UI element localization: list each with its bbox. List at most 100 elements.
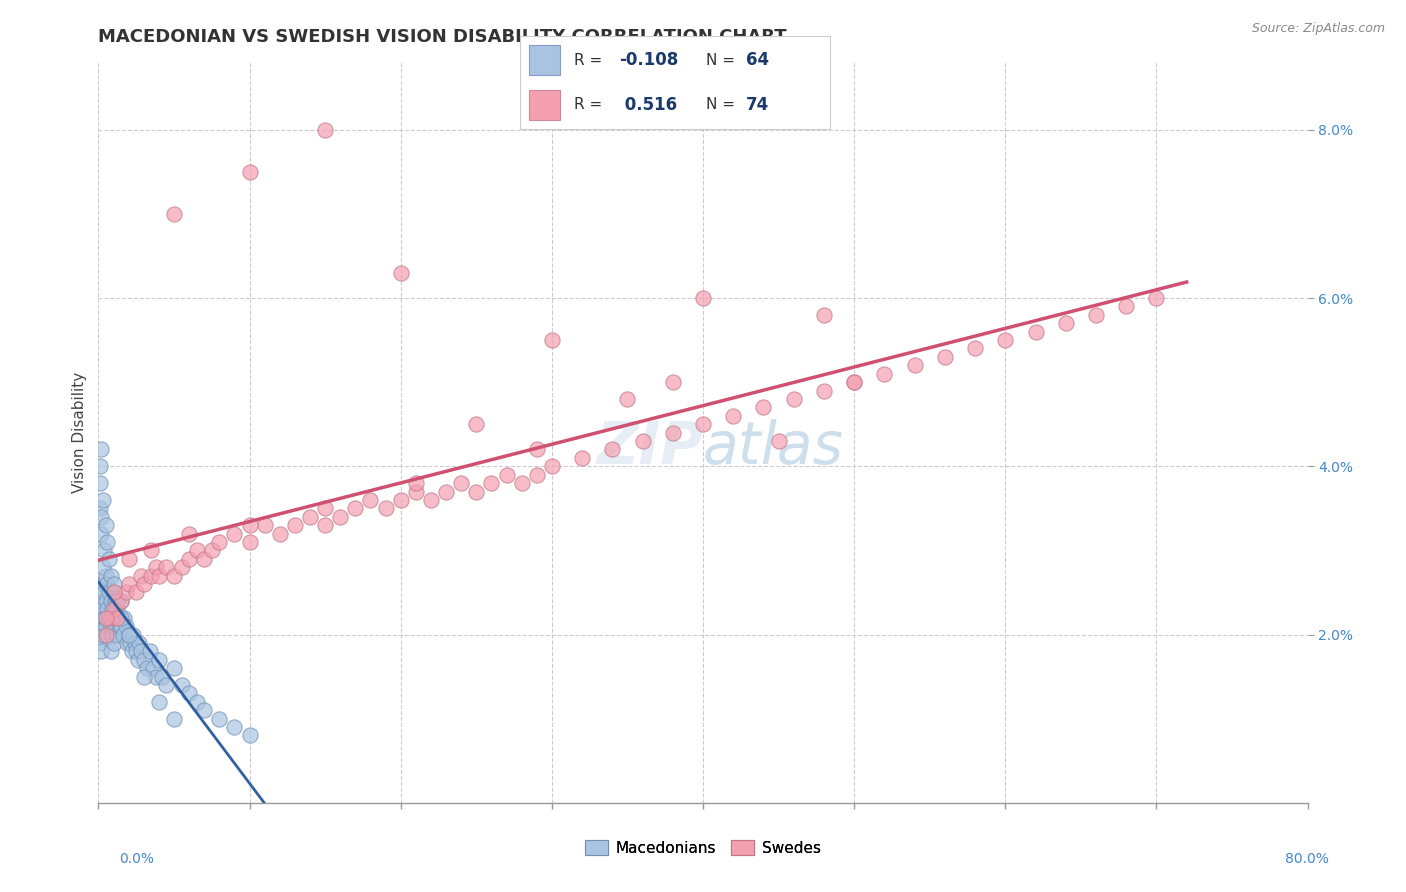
Point xyxy=(101,602,124,616)
Text: Source: ZipAtlas.com: Source: ZipAtlas.com xyxy=(1251,22,1385,36)
Point xyxy=(100,594,122,608)
Point xyxy=(145,670,167,684)
Point xyxy=(239,535,262,549)
Point xyxy=(170,678,193,692)
Point xyxy=(89,459,111,474)
Point xyxy=(128,636,150,650)
Point xyxy=(105,594,128,608)
Point xyxy=(495,467,517,482)
Point xyxy=(103,636,125,650)
Point xyxy=(692,417,714,432)
Point xyxy=(103,585,125,599)
Point xyxy=(142,661,165,675)
Point xyxy=(91,627,114,641)
Point xyxy=(90,509,112,524)
Point xyxy=(148,695,170,709)
Point xyxy=(616,392,638,406)
Point xyxy=(94,568,117,582)
Text: 0.516: 0.516 xyxy=(619,96,678,114)
Point xyxy=(389,266,412,280)
Point xyxy=(661,425,683,440)
Point xyxy=(89,585,111,599)
Point xyxy=(98,551,121,566)
Point xyxy=(110,619,132,633)
Point xyxy=(314,518,336,533)
Point xyxy=(100,568,122,582)
Point xyxy=(239,518,262,533)
Point xyxy=(163,568,186,582)
Point xyxy=(103,610,125,624)
Point xyxy=(118,627,141,641)
Point xyxy=(224,526,246,541)
Point xyxy=(163,207,186,221)
Point xyxy=(98,585,121,599)
Point xyxy=(114,619,136,633)
Text: 74: 74 xyxy=(747,96,769,114)
Text: ZIP: ZIP xyxy=(596,419,703,476)
Point xyxy=(94,627,117,641)
Point xyxy=(208,535,231,549)
Point xyxy=(96,602,118,616)
Point xyxy=(299,509,322,524)
Point xyxy=(98,610,121,624)
Point xyxy=(94,594,117,608)
Point xyxy=(374,501,396,516)
Point xyxy=(179,526,201,541)
Point xyxy=(118,577,141,591)
Text: atlas: atlas xyxy=(703,419,844,476)
Point xyxy=(103,585,125,599)
Point xyxy=(344,501,367,516)
Point xyxy=(91,560,114,574)
Point xyxy=(93,543,115,558)
Point xyxy=(108,619,131,633)
Point xyxy=(94,610,117,624)
Point xyxy=(110,594,132,608)
Point xyxy=(389,492,412,507)
Point xyxy=(186,695,208,709)
Point xyxy=(208,712,231,726)
Point xyxy=(813,308,835,322)
Point xyxy=(965,342,987,356)
Point xyxy=(100,610,122,624)
Point xyxy=(107,610,129,624)
Bar xyxy=(530,45,561,75)
Point xyxy=(148,653,170,667)
Text: MACEDONIAN VS SWEDISH VISION DISABILITY CORRELATION CHART: MACEDONIAN VS SWEDISH VISION DISABILITY … xyxy=(98,28,787,45)
Point xyxy=(540,459,562,474)
Point xyxy=(93,585,115,599)
Point xyxy=(481,476,503,491)
Point xyxy=(132,577,155,591)
Point xyxy=(145,560,167,574)
Point xyxy=(170,560,193,574)
Point xyxy=(155,678,177,692)
Point xyxy=(90,644,112,658)
Point xyxy=(90,619,112,633)
Point xyxy=(93,610,115,624)
Point xyxy=(526,442,548,457)
Point xyxy=(661,375,683,389)
Legend: Macedonians, Swedes: Macedonians, Swedes xyxy=(579,834,827,862)
Point xyxy=(118,627,141,641)
Point xyxy=(96,577,118,591)
Point xyxy=(1054,316,1077,330)
Point xyxy=(101,627,124,641)
Point xyxy=(139,644,162,658)
Point xyxy=(104,594,127,608)
Point xyxy=(873,367,896,381)
Point xyxy=(89,501,111,516)
Point xyxy=(631,434,654,448)
Point xyxy=(90,442,112,457)
Point xyxy=(118,551,141,566)
Point xyxy=(314,501,336,516)
Point xyxy=(125,585,148,599)
Text: R =: R = xyxy=(575,97,607,112)
Point xyxy=(723,409,745,423)
Point xyxy=(163,712,186,726)
Point xyxy=(89,476,111,491)
Point xyxy=(103,577,125,591)
Point xyxy=(405,484,427,499)
Point xyxy=(127,653,149,667)
Point xyxy=(193,551,215,566)
Text: N =: N = xyxy=(706,53,740,68)
Point xyxy=(155,560,177,574)
